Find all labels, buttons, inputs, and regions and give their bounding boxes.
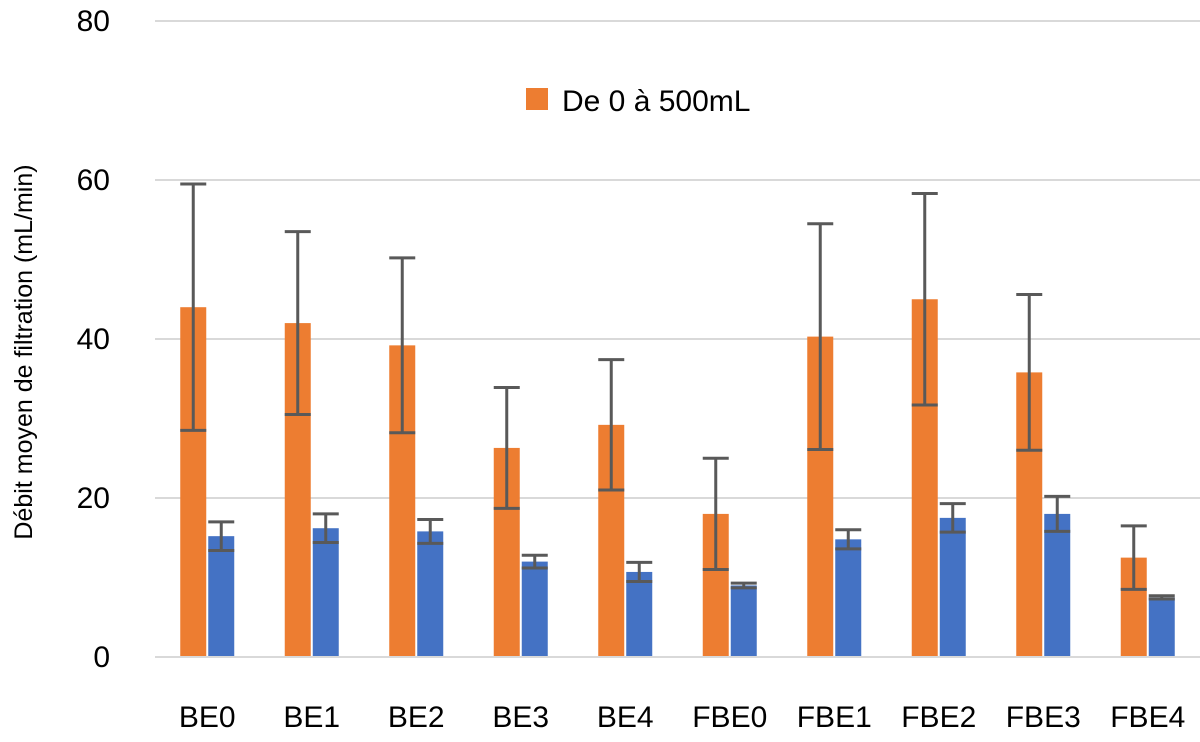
x-tick-label-BE2: BE2 (388, 701, 445, 734)
bar-BE4-series2 (626, 571, 653, 657)
legend-label: De 0 à 500mL (562, 85, 750, 118)
x-tick-label-FBE0: FBE0 (692, 701, 767, 734)
y-axis-label: Débit moyen de filtration (mL/min) (10, 164, 38, 539)
legend: De 0 à 500mL (526, 85, 750, 118)
bar-FBE2-series2 (939, 517, 966, 657)
x-tick-label-BE4: BE4 (597, 701, 654, 734)
y-tick-label-80: 80 (77, 5, 110, 38)
bar-FBE0-series2 (730, 585, 757, 657)
y-tick-label-20: 20 (77, 482, 110, 515)
y-tick-label-40: 40 (77, 323, 110, 356)
x-tick-label-BE0: BE0 (179, 701, 236, 734)
y-axis-ticks: 0 20 40 60 80 (77, 5, 110, 674)
y-tick-label-60: 60 (77, 164, 110, 197)
x-tick-label-FBE3: FBE3 (1006, 701, 1081, 734)
x-axis-ticks: BE0 BE1 BE2 BE3 BE4 FBE0 FBE1 FBE2 FBE3 FBE4 (179, 701, 1185, 734)
x-tick-label-FBE4: FBE4 (1110, 701, 1185, 734)
bar-BE3-series2 (521, 561, 548, 657)
bar-BE1-series2 (312, 528, 339, 657)
x-tick-label-BE3: BE3 (492, 701, 549, 734)
y-tick-label-0: 0 (93, 641, 110, 674)
bar-BE2-series2 (417, 531, 444, 657)
x-tick-label-BE1: BE1 (283, 701, 340, 734)
bar-FBE1-series2 (835, 539, 862, 657)
bar-FBE3-series2 (1044, 513, 1071, 657)
x-tick-label-FBE2: FBE2 (901, 701, 976, 734)
bar-FBE4-series2 (1148, 597, 1175, 657)
bar-BE0-series2 (208, 536, 235, 657)
x-tick-label-FBE1: FBE1 (797, 701, 872, 734)
bars (180, 299, 1175, 657)
legend-swatch (526, 88, 548, 110)
error-bars (180, 182, 1175, 601)
